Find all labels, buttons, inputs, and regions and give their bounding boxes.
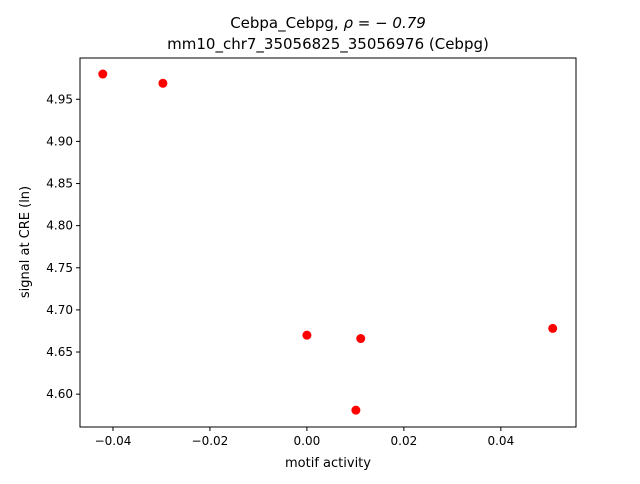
x-tick-label: 0.04 — [487, 434, 514, 448]
plot-area — [79, 57, 577, 428]
y-tick-label: 4.95 — [46, 92, 73, 106]
data-points — [98, 69, 558, 415]
y-axis-ticks: 4.60 4.65 4.70 4.75 4.80 4.85 4.90 4.95 — [46, 92, 80, 401]
data-point — [158, 78, 168, 88]
data-point — [356, 334, 366, 344]
data-point — [351, 405, 361, 415]
x-axis-label: motif activity — [285, 456, 371, 471]
data-point — [302, 330, 312, 340]
y-tick-label: 4.60 — [46, 387, 73, 401]
x-tick-label: −0.02 — [192, 434, 229, 448]
chart-title-line2: mm10_chr7_35056825_35056976 (Cebpg) — [167, 35, 489, 54]
data-point — [548, 323, 558, 333]
y-tick-label: 4.65 — [46, 345, 73, 359]
y-tick-label: 4.80 — [46, 219, 73, 233]
x-tick-label: 0.02 — [391, 434, 418, 448]
y-axis-label: signal at CRE (ln) — [18, 186, 33, 298]
y-tick-label: 4.85 — [46, 177, 73, 191]
y-tick-label: 4.90 — [46, 134, 73, 148]
x-axis-ticks: −0.04 −0.02 0.00 0.02 0.04 — [95, 427, 514, 448]
x-tick-label: −0.04 — [95, 434, 132, 448]
chart-title-line1: Cebpa_Cebpg, ρ = − 0.79 — [230, 14, 426, 33]
y-tick-label: 4.70 — [46, 303, 73, 317]
y-tick-label: 4.75 — [46, 261, 73, 275]
x-tick-label: 0.00 — [294, 434, 321, 448]
data-point — [98, 69, 108, 79]
